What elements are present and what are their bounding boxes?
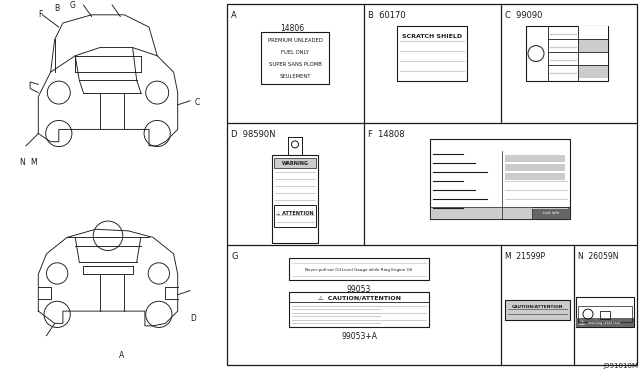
Text: G: G [231, 252, 237, 261]
Bar [289, 258, 429, 280]
Bar [274, 205, 316, 227]
Bar [532, 207, 570, 219]
Bar [272, 155, 318, 243]
Text: ⚠ ATTENTION: ⚠ ATTENTION [276, 211, 314, 216]
Bar [576, 318, 634, 327]
Bar [430, 140, 570, 219]
Text: D  98590N: D 98590N [231, 131, 275, 140]
Text: B: B [54, 4, 60, 13]
Bar [397, 26, 467, 80]
Text: Never pull out Oil Level Gauge while Ring Engine Oil: Never pull out Oil Level Gauge while Rin… [305, 268, 413, 272]
Text: 99053+A: 99053+A [341, 332, 377, 341]
Bar [578, 306, 632, 322]
Bar [576, 297, 634, 327]
Text: ⚠  CAUTION/ATTENTION: ⚠ CAUTION/ATTENTION [317, 296, 401, 301]
Bar [505, 173, 565, 180]
Text: SUPER SANS PLOMB: SUPER SANS PLOMB [269, 61, 321, 67]
Text: D: D [190, 314, 196, 323]
Bar [578, 52, 608, 64]
Text: A: A [231, 11, 237, 20]
Text: N  26059N: N 26059N [578, 252, 618, 261]
Text: WARNING: WARNING [282, 161, 308, 166]
Text: B  60170: B 60170 [368, 11, 406, 20]
Bar [227, 4, 637, 365]
Text: text info: text info [543, 211, 559, 215]
Text: SCRATCH SHIELD: SCRATCH SHIELD [402, 33, 462, 39]
Bar [578, 39, 608, 52]
Text: PREMIUM UNLEADED: PREMIUM UNLEADED [268, 38, 323, 42]
Text: FUEL ONLY: FUEL ONLY [281, 49, 309, 55]
Text: CAUTION/ATTENTION: CAUTION/ATTENTION [511, 305, 563, 309]
Text: M  21599P: M 21599P [505, 252, 545, 261]
Bar [505, 164, 565, 171]
Bar [289, 292, 429, 327]
Bar [578, 64, 608, 77]
Bar [578, 26, 608, 39]
Text: F: F [38, 10, 42, 19]
Bar [600, 311, 610, 319]
Text: 99053: 99053 [347, 285, 371, 294]
Circle shape [291, 141, 298, 148]
Bar [505, 300, 570, 320]
Text: ⚠: ⚠ [579, 320, 585, 326]
Text: SEULEMENT: SEULEMENT [279, 74, 311, 78]
Bar [274, 158, 316, 169]
Bar [430, 207, 570, 219]
Text: J991010M: J991010M [603, 363, 638, 369]
Bar [526, 26, 608, 80]
Text: A: A [120, 350, 125, 359]
Bar [505, 155, 565, 162]
Text: M: M [31, 158, 37, 167]
Bar [261, 32, 329, 83]
Text: G: G [70, 1, 76, 10]
Text: 14806: 14806 [281, 23, 305, 33]
Text: N: N [19, 158, 25, 167]
Text: warning label text: warning label text [588, 321, 620, 325]
Text: C: C [195, 98, 200, 107]
Text: F  14808: F 14808 [368, 131, 404, 140]
Text: C  99090: C 99090 [505, 11, 542, 20]
